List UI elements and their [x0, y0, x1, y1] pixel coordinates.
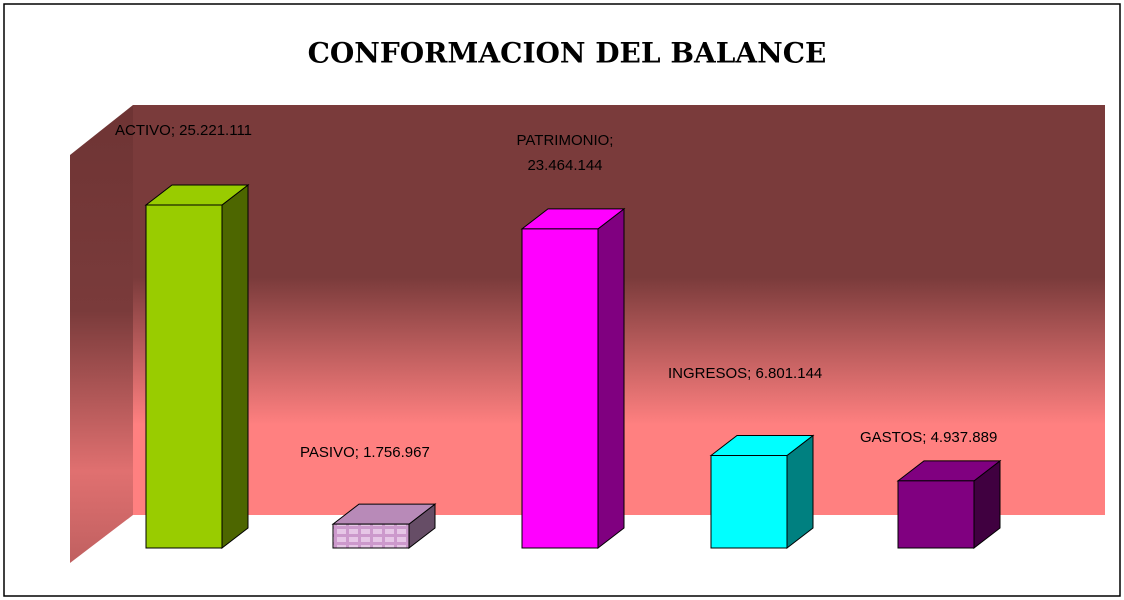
- data-label: GASTOS; 4.937.889: [860, 429, 997, 446]
- bars: [144, 183, 1002, 550]
- chart-title: CONFORMACION DEL BALANCE: [308, 37, 827, 70]
- bar: [145, 204, 223, 549]
- bar: [332, 523, 410, 549]
- data-label-line: PATRIMONIO;: [517, 132, 614, 149]
- data-label: INGRESOS; 6.801.144: [668, 365, 822, 382]
- bar: [521, 228, 599, 549]
- bar-side: [221, 183, 249, 550]
- bar: [710, 455, 788, 549]
- data-label: PATRIMONIO; 23.464.144: [517, 132, 614, 174]
- data-label-line: 23.464.144: [527, 157, 602, 174]
- bar-side: [597, 207, 625, 550]
- side-wall: [70, 105, 133, 563]
- bar: [897, 480, 975, 549]
- data-label: ACTIVO; 25.221.111: [115, 122, 252, 139]
- data-label: PASIVO; 1.756.967: [300, 444, 430, 461]
